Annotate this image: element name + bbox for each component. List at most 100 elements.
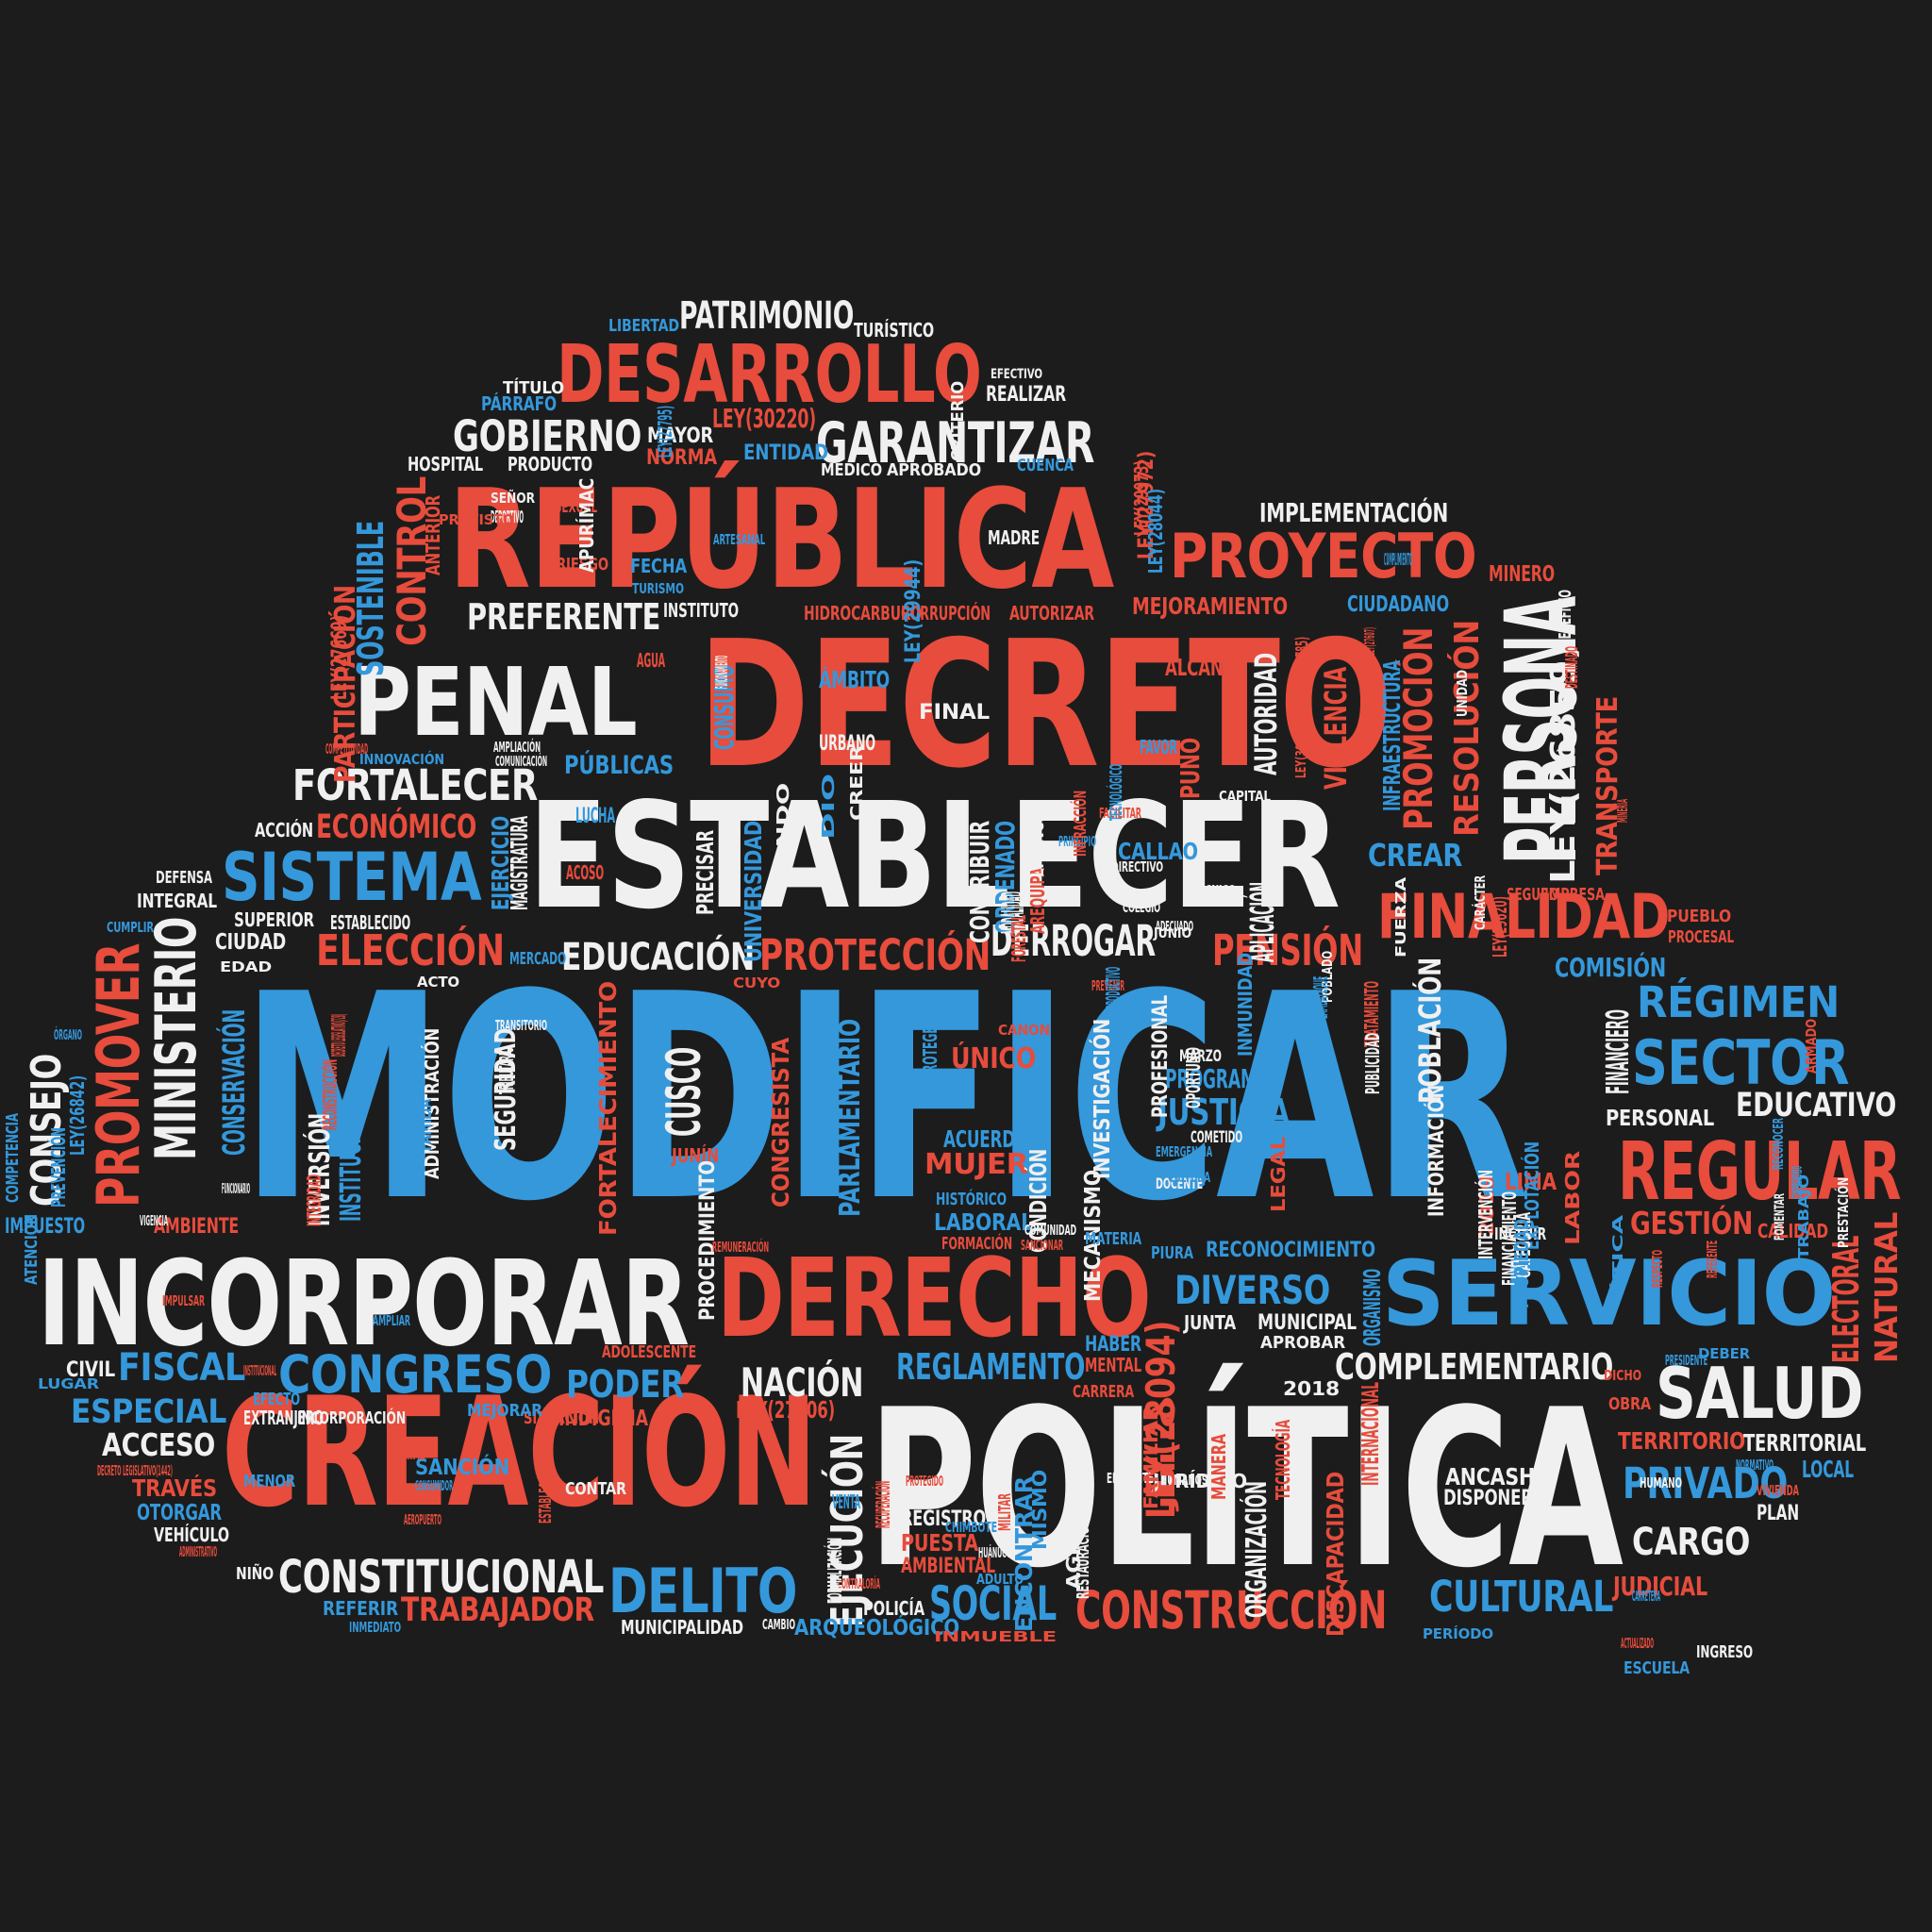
word-146: LUCHA xyxy=(575,805,616,828)
word-110: AMBIENTE xyxy=(154,1215,240,1239)
word-191: EFECTO xyxy=(253,1390,301,1409)
word-108: CIVIL xyxy=(66,1358,115,1382)
word-135: INSTITUTO xyxy=(663,599,740,622)
word-170: APROBAR xyxy=(1260,1333,1345,1353)
word-286: FUNCIONAMIENTO xyxy=(712,656,732,689)
word-263: PRODUCTIVO xyxy=(1102,966,1124,1009)
word-8: SERVICIO xyxy=(1382,1242,1836,1346)
word-172: ORGANIZACIÓN xyxy=(1241,1481,1274,1618)
word-46: EDUCATIVO xyxy=(1736,1087,1897,1124)
word-168: JUNTA xyxy=(1184,1311,1237,1334)
word-341: LAMBAYEQUE xyxy=(1309,976,1332,1019)
word-287: ARTESANAL xyxy=(713,531,766,548)
word-250: DECRETO LEGISLATIVO(1442) xyxy=(97,1462,173,1479)
word-177: LIMA xyxy=(1505,1168,1557,1195)
word-69: CUSCO xyxy=(657,1046,711,1137)
word-320: HUMANOS xyxy=(1160,1472,1208,1489)
word-35: PREFERENTE xyxy=(467,596,661,638)
word-303: CANON xyxy=(998,1022,1051,1039)
word-131: FECHA xyxy=(630,555,687,577)
word-41: FISCAL xyxy=(118,1346,245,1390)
word-264: PRINCIPIO xyxy=(1058,833,1096,850)
word-262: PREVENIR xyxy=(1091,977,1125,994)
word-84: ALCANCE xyxy=(1165,654,1245,681)
word-291: PROTEGER xyxy=(919,1018,941,1080)
word-127: LIBERTAD xyxy=(608,316,680,336)
word-244: PERÍODO xyxy=(1423,1625,1493,1642)
word-106: NIÑO xyxy=(236,1564,275,1584)
word-31: SOCIAL xyxy=(929,1576,1057,1631)
word-212: PREVENCIÓN xyxy=(47,1127,70,1208)
word-345: LEY(27607) xyxy=(1361,626,1378,656)
word-95: MUNICIPALIDAD xyxy=(621,1616,743,1639)
word-18: GARANTIZAR xyxy=(816,410,1095,476)
word-167: RECONOCIMIENTO xyxy=(1206,1239,1375,1262)
word-198: CARRERA xyxy=(1073,1382,1135,1402)
word-103: TRAVÉS xyxy=(132,1474,218,1502)
word-196: HABER xyxy=(1085,1333,1141,1357)
word-142: FINAL xyxy=(919,701,991,724)
word-221: BENEFICIO xyxy=(1556,590,1575,646)
word-249: ADMINISTRATIVO xyxy=(179,1543,218,1560)
word-182: EMPRESA xyxy=(1541,885,1605,905)
word-9: PENAL xyxy=(354,647,638,758)
word-216: LEY(29944) xyxy=(902,558,925,663)
word-59: ACCESO xyxy=(102,1426,216,1463)
word-316: RECUPERACIÓN xyxy=(872,1480,894,1528)
word-226: FUERZA xyxy=(1392,876,1409,958)
word-158: CONGRESISTA xyxy=(767,1037,794,1208)
word-178: PERSONAL xyxy=(1606,1107,1715,1131)
word-232: TRABAJO xyxy=(1795,1174,1812,1259)
word-42: ESPECIAL xyxy=(71,1393,227,1431)
word-171: CONTAR xyxy=(565,1479,627,1499)
word-184: OBRA xyxy=(1608,1394,1651,1414)
word-37: COMPLEMENTARIO xyxy=(1335,1346,1613,1388)
word-311: HUÁNUCO xyxy=(978,1544,1011,1561)
word-116: HOSPITAL xyxy=(408,453,483,475)
word-143: URBANO xyxy=(819,732,876,756)
word-199: ADOLESCENTE xyxy=(602,1342,696,1362)
word-344: LEY(30727) xyxy=(1292,722,1309,778)
word-2: DECRETO xyxy=(698,603,1393,807)
word-336: PROPIEDAD xyxy=(1510,1219,1533,1308)
word-335: LABOR xyxy=(1561,1150,1584,1245)
word-186: ESCUELA xyxy=(1624,1658,1690,1678)
word-340: PUBLICIDAD xyxy=(1361,1032,1384,1094)
word-307: CULTURA xyxy=(1168,1169,1211,1186)
word-148: PRECISAR xyxy=(691,830,719,915)
word-130: MADRE xyxy=(988,526,1040,549)
word-154: ESTABLECIDO xyxy=(330,911,411,934)
word-6: INCORPORAR xyxy=(38,1236,690,1373)
word-300: TRIBUTARIO xyxy=(495,1046,518,1094)
word-126: TURÍSTICO xyxy=(854,319,935,341)
word-24: DELITO xyxy=(608,1557,797,1627)
word-63: COMISIÓN xyxy=(1555,952,1667,983)
word-327: JULIO xyxy=(1157,1396,1179,1509)
word-258: CUMPLIR xyxy=(107,919,155,936)
word-23: CONSTITUCIONAL xyxy=(278,1551,605,1604)
word-272: FACILITAR xyxy=(1099,805,1142,822)
word-218: LEY(29973) xyxy=(1130,460,1153,536)
word-149: UNIVERSIDAD xyxy=(740,820,767,962)
word-173: DISCAPACIDAD xyxy=(1322,1471,1349,1637)
word-313: CONTRALORÍA xyxy=(838,1575,880,1592)
word-43: PODER xyxy=(566,1363,685,1407)
word-268: TÉCNICO xyxy=(1193,882,1236,899)
word-190: EXTRANJERO xyxy=(243,1407,324,1429)
word-277: INFRACCIÓN xyxy=(1071,790,1091,857)
word-284: DIO xyxy=(819,773,839,840)
word-81: INFRAESTRUCTURA xyxy=(1378,659,1406,811)
word-213: LEY(26842) xyxy=(66,1074,89,1156)
word-279: AMPLIACIÓN xyxy=(493,739,541,756)
word-337: INMUNIDAD xyxy=(1234,953,1257,1057)
word-314: FORMALIZACIÓN xyxy=(824,1537,846,1604)
word-252: IMPULSAR xyxy=(162,1292,205,1309)
word-144: FAVOR xyxy=(1140,736,1177,758)
word-189: INCORPORACIÓN xyxy=(297,1408,406,1428)
word-134: SEXUAL xyxy=(555,498,598,517)
word-225: UNIDAD xyxy=(1454,670,1471,717)
word-322: ESTABLECIMIENTO xyxy=(536,1448,556,1524)
word-285: CREER xyxy=(847,744,867,821)
word-45: CARGO xyxy=(1632,1521,1751,1564)
